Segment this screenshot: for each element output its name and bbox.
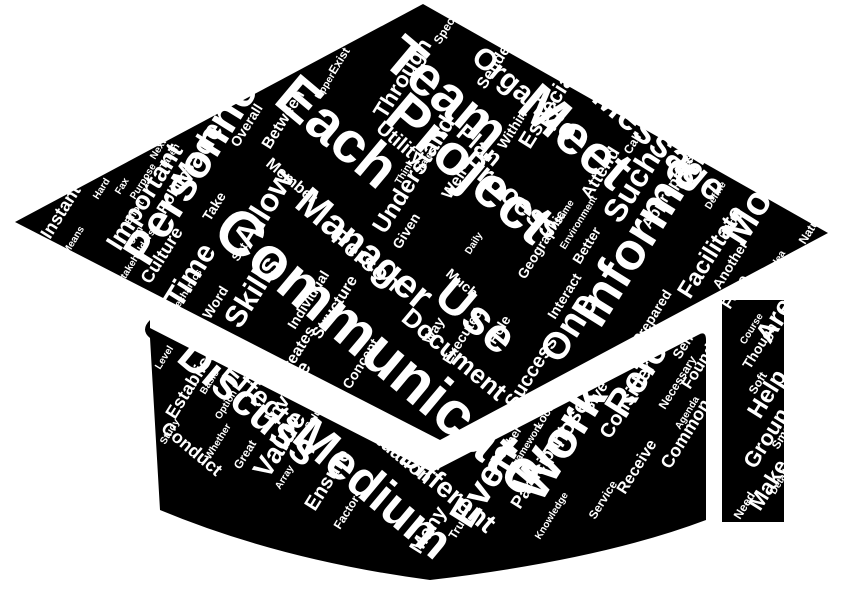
tassel-shape (722, 300, 784, 522)
cap-base-shape (145, 320, 706, 580)
cap-top-shape (15, 4, 828, 440)
